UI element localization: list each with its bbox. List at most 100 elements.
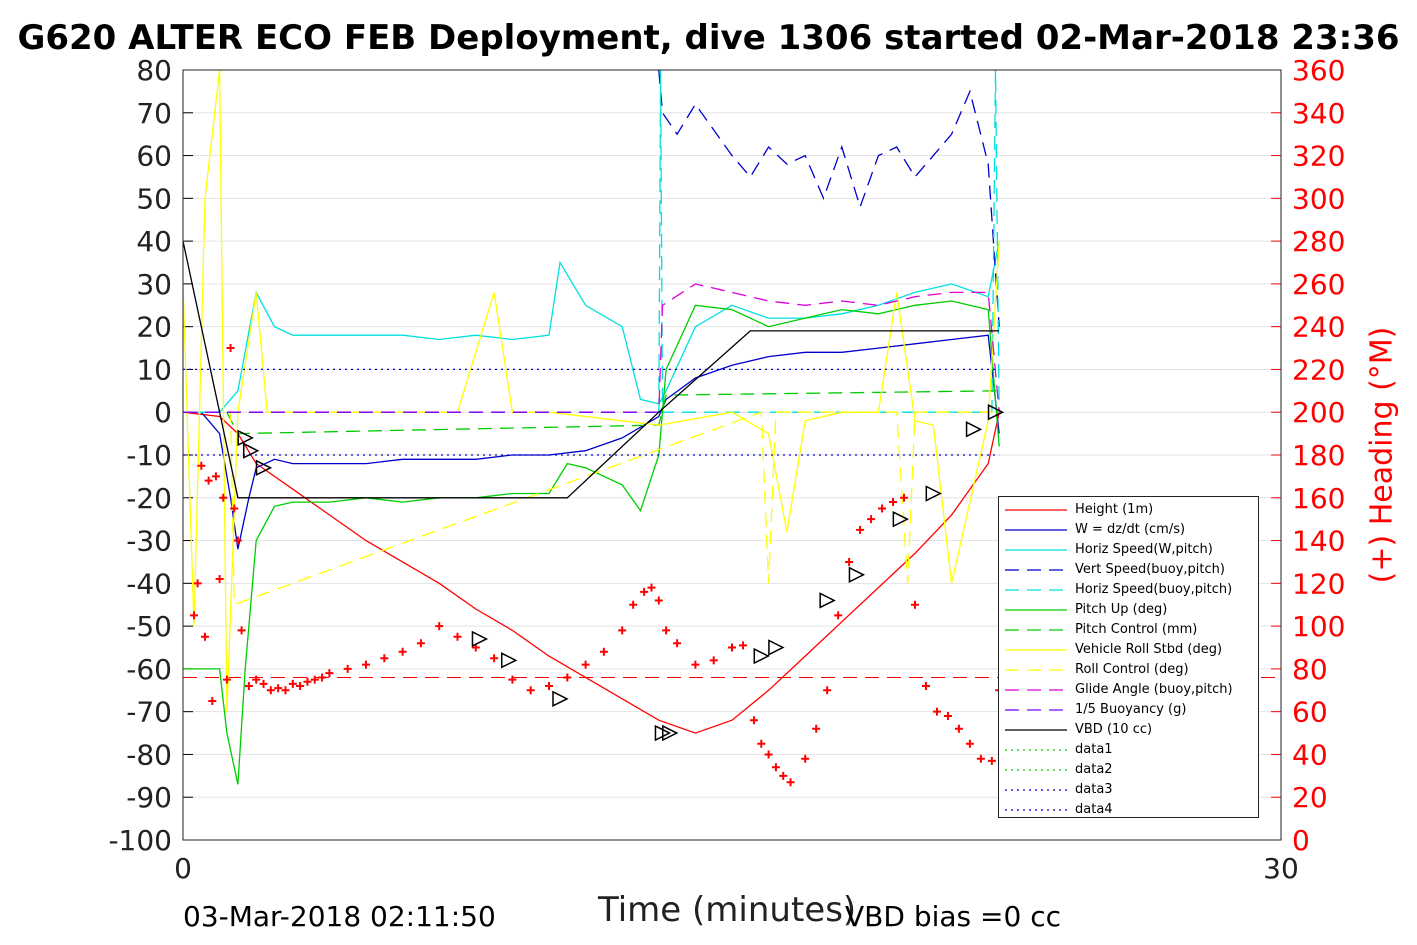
- y-tick-label: -40: [126, 567, 172, 600]
- legend-item: data2: [999, 760, 1260, 780]
- legend-label: W = dz/dt (cm/s): [1075, 522, 1186, 537]
- right-tick-label: 40: [1292, 738, 1328, 771]
- heading-marker: [911, 600, 919, 609]
- legend-item: data4: [999, 800, 1260, 820]
- heading-marker: [771, 763, 780, 772]
- y-tick-label: 0: [154, 396, 172, 429]
- triangle-marker: [471, 630, 489, 648]
- heading-marker: [274, 684, 283, 693]
- heading-marker: [252, 675, 261, 684]
- legend-swatch: [1005, 529, 1067, 531]
- legend-label: 1/5 Buoyancy (g): [1075, 702, 1187, 717]
- legend-swatch: [1005, 509, 1067, 511]
- heading-marker: [526, 686, 535, 695]
- heading-marker: [563, 673, 572, 682]
- heading-marker: [738, 641, 747, 650]
- legend-swatch: [1005, 629, 1067, 631]
- series-line-3: [658, 70, 1000, 327]
- heading-marker: [281, 686, 290, 695]
- triangle-marker: [848, 566, 866, 583]
- heading-marker: [362, 660, 370, 669]
- series-line-11: [183, 240, 1000, 499]
- heading-marker: [453, 632, 462, 641]
- x-axis-label: Time (minutes): [598, 890, 857, 930]
- legend-item: Glide Angle (buoy,pitch): [999, 680, 1260, 700]
- heading-marker: [764, 750, 773, 759]
- heading-marker: [266, 686, 275, 695]
- heading-marker: [197, 461, 206, 470]
- legend-item: Height (1m): [999, 500, 1260, 520]
- axes-frame: [182, 69, 1282, 841]
- legend-item: Vehicle Roll Stbd (deg): [999, 640, 1260, 660]
- right-tick-label: 220: [1292, 353, 1345, 386]
- footer-timestamp: 03-Mar-2018 02:11:50: [183, 900, 496, 933]
- heading-marker: [867, 515, 876, 524]
- heading-marker: [435, 622, 444, 631]
- heading-marker: [878, 504, 887, 513]
- right-axis-label: (+) Heading (°M): [1364, 326, 1400, 584]
- heading-marker: [398, 647, 407, 656]
- chart-title: G620 ALTER ECO FEB Deployment, dive 1306…: [17, 18, 1400, 58]
- legend-swatch: [1005, 549, 1067, 551]
- series-line-9: [183, 283, 1000, 413]
- legend-swatch: [1005, 669, 1067, 671]
- right-tick-label: 100: [1292, 610, 1345, 643]
- legend-label: Roll Control (deg): [1075, 662, 1189, 677]
- y-tick-label: -30: [126, 525, 172, 558]
- heading-marker: [189, 611, 198, 620]
- triangle-marker: [768, 639, 785, 656]
- triangle-marker: [753, 647, 770, 665]
- y-tick-label: 80: [136, 54, 172, 87]
- heading-marker: [618, 626, 627, 635]
- heading-marker: [325, 669, 334, 678]
- heading-marker: [812, 724, 821, 733]
- heading-marker: [204, 476, 213, 485]
- right-tick-label: 0: [1292, 824, 1310, 857]
- heading-marker: [786, 778, 795, 787]
- heading-marker: [222, 675, 231, 684]
- heading-marker: [845, 557, 854, 566]
- heading-marker: [288, 679, 297, 688]
- right-tick-label: 300: [1292, 182, 1345, 215]
- y-tick-label: 40: [136, 225, 172, 258]
- heading-marker: [508, 675, 517, 684]
- legend-swatch: [1005, 589, 1067, 591]
- heading-marker: [490, 654, 499, 663]
- heading-marker: [654, 596, 663, 605]
- legend-label: Glide Angle (buoy,pitch): [1075, 682, 1233, 697]
- legend-label: Pitch Control (mm): [1075, 622, 1198, 637]
- heading-marker: [757, 739, 766, 748]
- heading-marker: [779, 771, 788, 780]
- heading-marker: [581, 660, 590, 669]
- right-tick-label: 200: [1292, 396, 1345, 429]
- legend-swatch: [1005, 809, 1067, 811]
- y-tick-label: 50: [136, 182, 172, 215]
- y-tick-label: 20: [136, 311, 172, 344]
- legend-swatch: [1005, 649, 1067, 651]
- heading-marker: [237, 626, 246, 635]
- heading-marker: [230, 504, 239, 513]
- y-tick-label: 70: [136, 97, 172, 130]
- legend-item: Vert Speed(buoy,pitch): [999, 560, 1260, 580]
- heading-marker: [310, 675, 319, 684]
- legend-swatch: [1005, 789, 1067, 791]
- right-tick-label: 20: [1292, 781, 1328, 814]
- legend-label: Horiz Speed(W,pitch): [1075, 542, 1213, 557]
- right-tick-label: 240: [1292, 311, 1345, 344]
- legend-swatch: [1005, 689, 1067, 691]
- heading-marker: [900, 493, 909, 502]
- series-line-6: [183, 390, 1000, 435]
- legend-item: Pitch Up (deg): [999, 600, 1260, 620]
- right-tick-label: 260: [1292, 268, 1345, 301]
- heading-marker: [691, 660, 700, 669]
- heading-marker: [211, 472, 220, 481]
- heading-marker: [823, 686, 832, 695]
- legend-item: 1/5 Buoyancy (g): [999, 700, 1260, 720]
- heading-marker: [709, 656, 718, 665]
- right-tick-label: 60: [1292, 696, 1328, 729]
- heading-marker: [416, 639, 425, 648]
- legend-item: VBD (10 cc): [999, 720, 1260, 740]
- legend-item: Pitch Control (mm): [999, 620, 1260, 640]
- right-tick-label: 340: [1292, 97, 1345, 130]
- triangle-marker: [242, 442, 260, 459]
